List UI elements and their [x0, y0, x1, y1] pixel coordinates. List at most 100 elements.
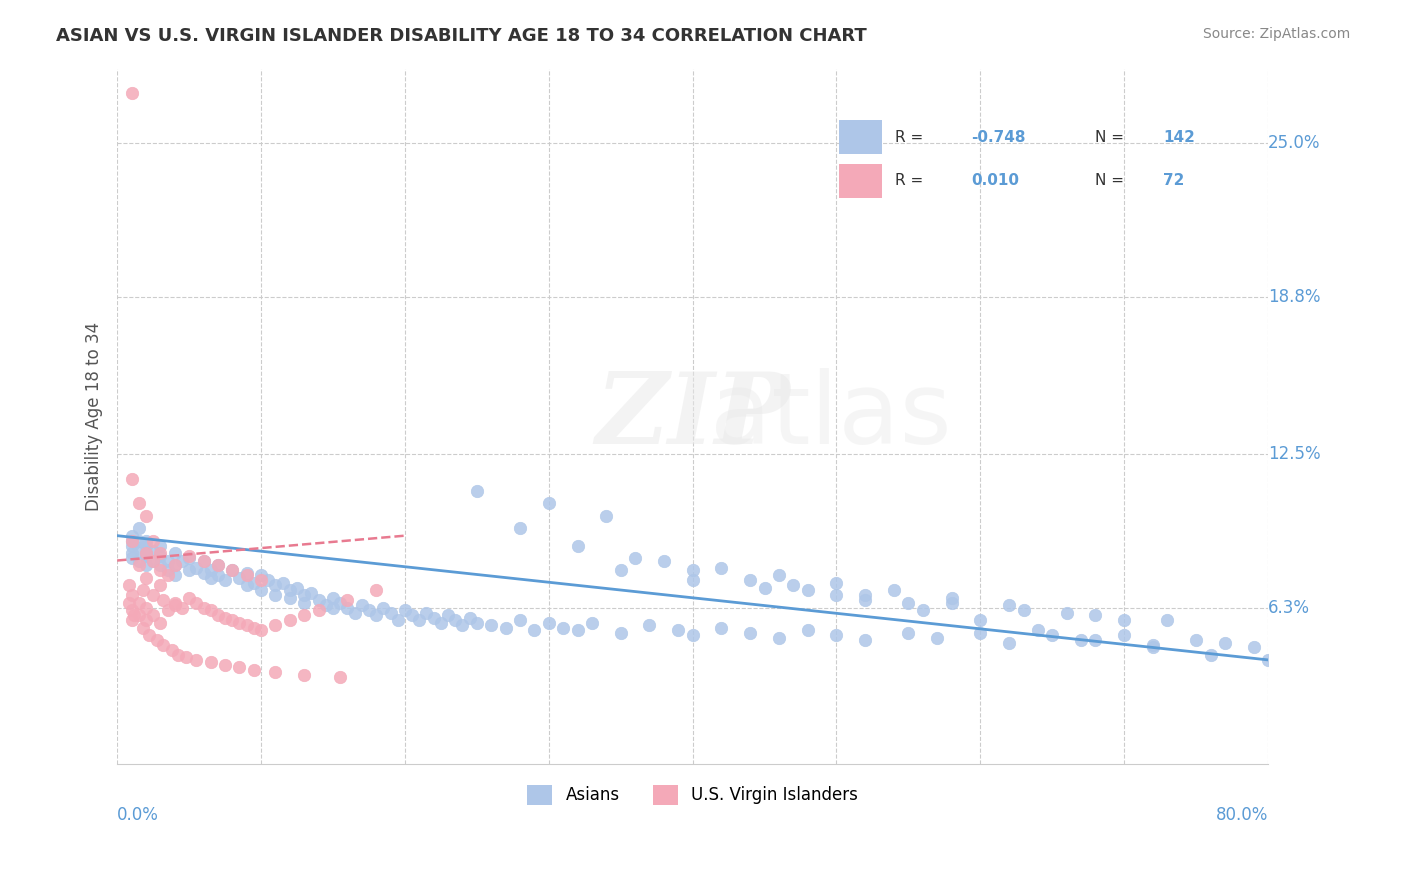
Point: [121, 529, 143, 543]
Point: [132, 621, 155, 635]
Point: [897, 625, 920, 640]
Point: [415, 606, 437, 620]
Text: 25.0%: 25.0%: [1268, 134, 1320, 152]
Point: [149, 558, 172, 573]
Point: [149, 549, 172, 563]
Point: [465, 483, 488, 498]
Point: [250, 574, 273, 588]
Point: [1040, 628, 1063, 642]
Point: [250, 568, 273, 582]
Point: [152, 638, 174, 652]
Point: [121, 471, 143, 485]
Point: [146, 633, 169, 648]
Point: [380, 606, 402, 620]
Point: [796, 583, 818, 598]
Point: [121, 533, 143, 548]
Point: [941, 596, 963, 610]
Point: [142, 543, 165, 558]
Point: [200, 656, 222, 670]
Text: 80.0%: 80.0%: [1216, 806, 1268, 824]
Point: [387, 613, 409, 627]
Point: [163, 558, 186, 573]
Point: [135, 549, 157, 563]
Point: [193, 600, 215, 615]
Point: [911, 603, 934, 617]
Point: [250, 583, 273, 598]
Point: [170, 600, 193, 615]
Point: [186, 653, 208, 667]
Point: [1257, 653, 1279, 667]
Point: [366, 608, 388, 623]
Point: [941, 591, 963, 605]
Point: [1142, 640, 1164, 655]
Point: [1185, 633, 1208, 648]
Point: [682, 628, 704, 642]
Point: [1070, 633, 1092, 648]
Point: [128, 541, 150, 555]
Point: [969, 625, 991, 640]
Point: [121, 539, 143, 553]
Point: [509, 613, 531, 627]
Point: [264, 578, 287, 592]
Point: [1084, 608, 1107, 623]
Point: [740, 574, 762, 588]
Point: [553, 621, 575, 635]
Point: [336, 600, 359, 615]
Point: [408, 613, 430, 627]
Point: [998, 599, 1021, 613]
Point: [264, 588, 287, 602]
Point: [207, 558, 229, 573]
Point: [1156, 613, 1178, 627]
Point: [179, 591, 201, 605]
Point: [186, 596, 208, 610]
Point: [853, 633, 876, 648]
Point: [228, 571, 250, 585]
Point: [682, 574, 704, 588]
Point: [235, 618, 257, 632]
Text: 0.0%: 0.0%: [117, 806, 159, 824]
Point: [121, 588, 143, 602]
Point: [193, 553, 215, 567]
Point: [228, 615, 250, 630]
Text: 12.5%: 12.5%: [1268, 445, 1320, 463]
Point: [624, 551, 647, 566]
Point: [422, 610, 444, 624]
Point: [135, 546, 157, 560]
Point: [373, 600, 395, 615]
Point: [193, 553, 215, 567]
Point: [135, 571, 157, 585]
Point: [357, 603, 380, 617]
Point: [124, 608, 146, 623]
Point: [207, 568, 229, 582]
Text: ASIAN VS U.S. VIRGIN ISLANDER DISABILITY AGE 18 TO 34 CORRELATION CHART: ASIAN VS U.S. VIRGIN ISLANDER DISABILITY…: [56, 27, 868, 45]
Point: [235, 568, 257, 582]
Point: [142, 608, 165, 623]
Point: [149, 615, 172, 630]
Point: [156, 553, 179, 567]
Point: [523, 623, 546, 637]
Point: [152, 593, 174, 607]
Point: [128, 608, 150, 623]
Point: [825, 628, 848, 642]
Point: [853, 588, 876, 602]
Point: [174, 650, 197, 665]
Point: [163, 546, 186, 560]
Point: [121, 551, 143, 566]
Point: [243, 621, 266, 635]
Point: [740, 625, 762, 640]
Legend: Asians, U.S. Virgin Islanders: Asians, U.S. Virgin Islanders: [520, 778, 865, 812]
Point: [278, 591, 301, 605]
Point: [782, 578, 804, 592]
Point: [609, 564, 631, 578]
Point: [200, 564, 222, 578]
Point: [156, 603, 179, 617]
Point: [1056, 606, 1078, 620]
Point: [451, 618, 474, 632]
Y-axis label: Disability Age 18 to 34: Disability Age 18 to 34: [86, 322, 103, 511]
Point: [652, 553, 675, 567]
Point: [1114, 613, 1136, 627]
Point: [142, 588, 165, 602]
Point: [315, 599, 337, 613]
Point: [128, 596, 150, 610]
Point: [1084, 633, 1107, 648]
